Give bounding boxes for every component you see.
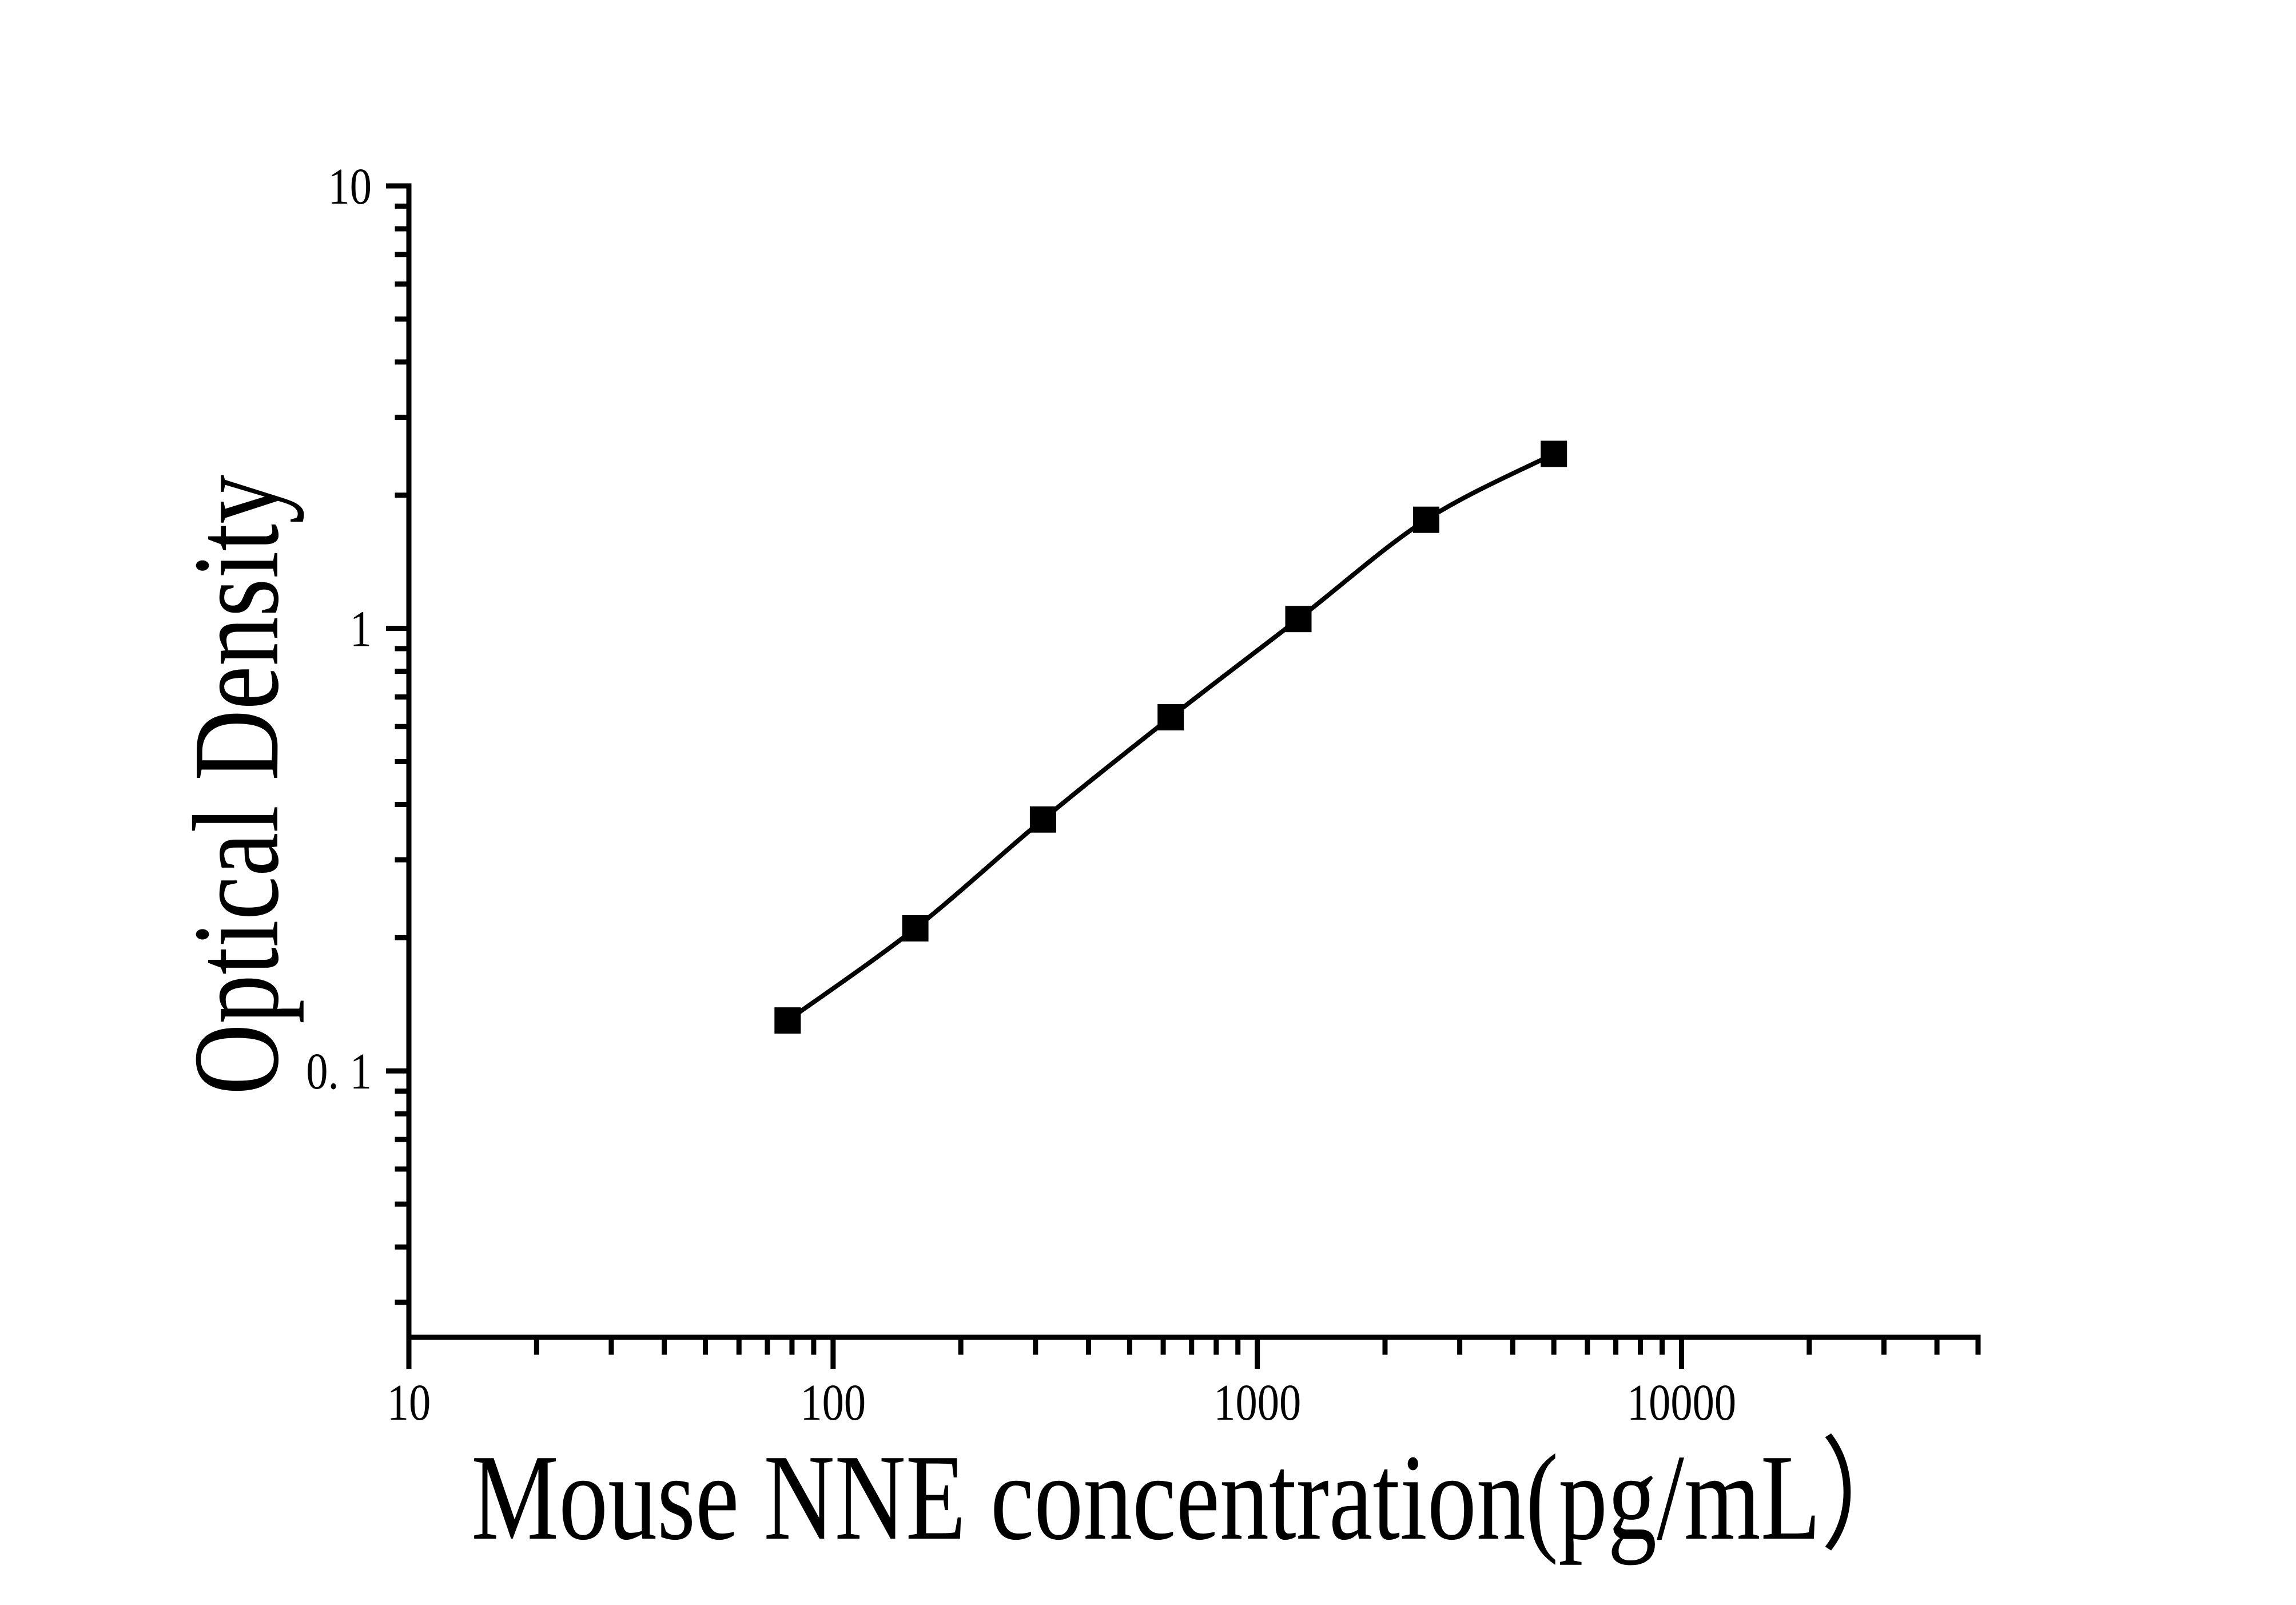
data-point-marker — [1412, 506, 1439, 533]
y-axis-ticks — [386, 183, 409, 1305]
x-tick-label: 100 — [800, 1374, 866, 1431]
x-tick-label: 1000 — [1213, 1374, 1301, 1431]
data-point-marker — [902, 915, 929, 941]
plot-content — [774, 440, 1567, 1034]
data-point-marker — [774, 1007, 801, 1034]
x-axis-tick-labels: 10 100 1000 10000 — [387, 1374, 1736, 1431]
y-tick-label: 1 — [350, 601, 372, 658]
y-axis-title: Optical Density — [169, 475, 304, 1095]
y-tick-label: 10 — [328, 158, 372, 215]
data-point-marker — [1541, 440, 1567, 467]
data-point-markers — [774, 440, 1567, 1034]
x-axis-title: Mouse NNE concentration(pg/mL） — [471, 1430, 1919, 1566]
x-tick-label: 10 — [387, 1374, 431, 1431]
y-tick-label: 0. 1 — [306, 1044, 372, 1101]
y-axis-tick-labels: 10 1 0. 1 — [306, 158, 372, 1100]
x-tick-label: 10000 — [1627, 1374, 1736, 1431]
axes-group: 10 100 1000 10000 10 1 0. 1 — [306, 158, 1981, 1431]
data-point-marker — [1157, 704, 1184, 730]
data-point-marker — [1029, 806, 1056, 833]
data-point-marker — [1285, 606, 1312, 633]
x-axis-ticks — [406, 1337, 1981, 1369]
